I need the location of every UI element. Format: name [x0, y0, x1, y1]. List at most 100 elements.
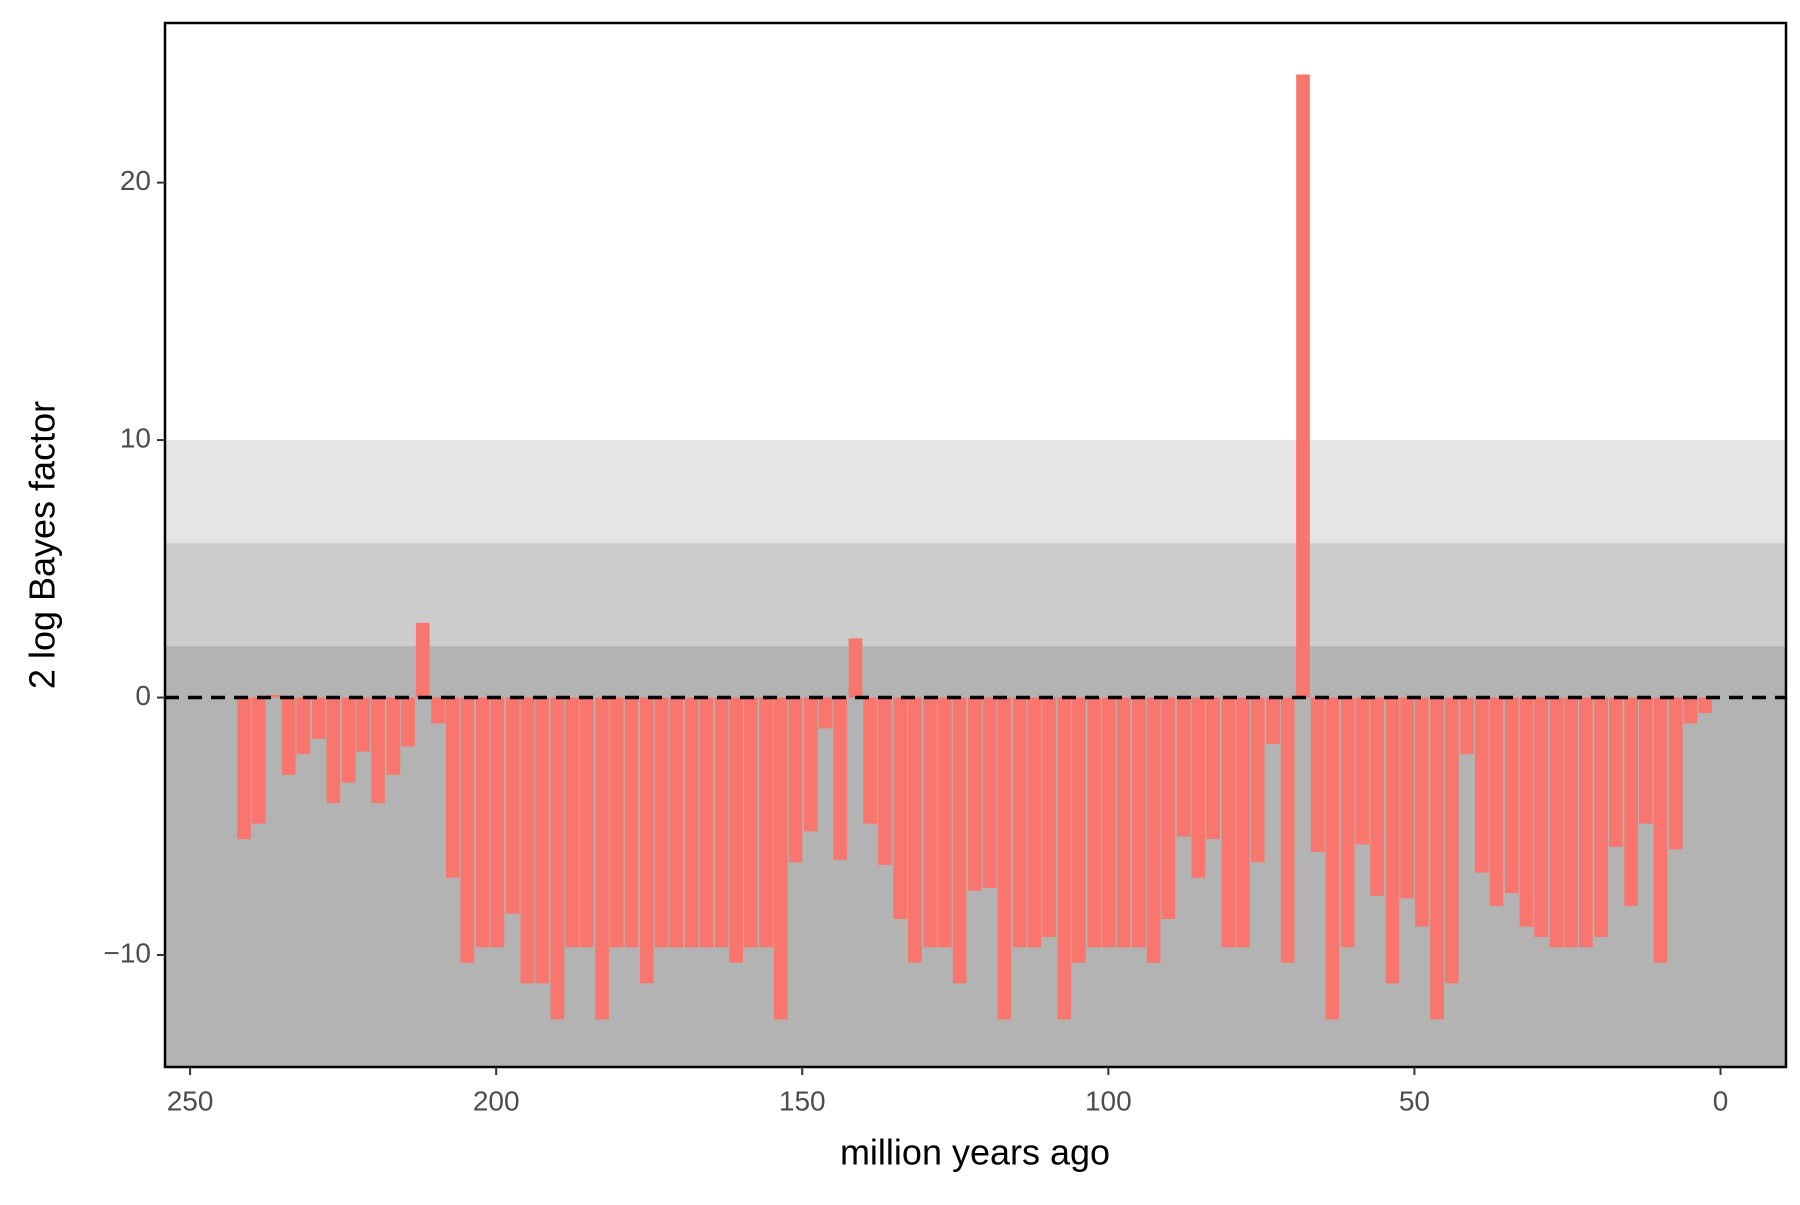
bar — [401, 697, 415, 747]
bar — [296, 697, 311, 755]
bar — [1325, 697, 1340, 1020]
plot-frame — [163, 21, 1788, 1069]
x-tick-label: 100 — [1085, 1085, 1132, 1116]
bar — [1236, 697, 1250, 948]
bar — [415, 622, 430, 698]
bar — [1564, 697, 1578, 948]
bar — [1653, 697, 1668, 963]
bar — [460, 697, 475, 963]
bar — [609, 697, 624, 948]
bar — [311, 697, 326, 739]
bar — [1296, 74, 1310, 698]
bar — [1266, 697, 1280, 744]
bar — [1638, 697, 1653, 824]
bar — [1161, 697, 1176, 919]
bar — [1191, 697, 1206, 878]
bar — [654, 697, 669, 948]
bar — [1549, 697, 1564, 948]
bar — [1400, 697, 1414, 899]
y-tick-label: 0 — [135, 680, 151, 711]
bar — [1221, 697, 1236, 948]
bar — [550, 697, 565, 1020]
bar — [1340, 697, 1355, 948]
bar — [788, 697, 803, 863]
bar — [535, 697, 549, 984]
bar — [1280, 697, 1295, 963]
bar — [1012, 697, 1027, 948]
bar — [520, 697, 535, 984]
bar — [371, 697, 385, 804]
bar — [1698, 697, 1713, 713]
bar — [774, 697, 788, 1020]
bar — [803, 697, 818, 832]
bar — [1414, 697, 1429, 927]
bar — [386, 697, 401, 775]
threshold-band — [165, 440, 1786, 544]
bar — [475, 697, 490, 948]
bar — [878, 697, 892, 865]
bar — [326, 697, 341, 804]
bar — [1027, 697, 1042, 948]
bar — [1385, 697, 1400, 984]
bar — [1430, 697, 1444, 1020]
bar — [1072, 697, 1086, 963]
bar — [595, 697, 609, 1020]
bar — [1668, 697, 1683, 850]
bar — [759, 697, 773, 948]
bar — [714, 697, 729, 948]
bar — [579, 697, 594, 948]
bar — [908, 697, 922, 963]
y-tick-label: 20 — [120, 165, 151, 196]
bar — [1116, 697, 1131, 948]
threshold-band — [165, 543, 1786, 647]
bar — [1519, 697, 1534, 927]
bar — [893, 697, 908, 919]
x-axis-title: million years ago — [840, 1132, 1110, 1173]
bar — [341, 697, 356, 783]
bar — [505, 697, 520, 914]
bar — [684, 697, 699, 948]
bar — [1057, 697, 1072, 1020]
x-tick-label: 250 — [167, 1085, 214, 1116]
bar — [699, 697, 713, 948]
bar — [848, 638, 863, 698]
y-axis-title: 2 log Bayes factor — [22, 401, 63, 689]
bar — [1594, 697, 1608, 937]
bar — [565, 697, 579, 948]
bar — [1460, 697, 1474, 755]
bar — [624, 697, 639, 948]
bar — [1534, 697, 1548, 937]
bar — [923, 697, 938, 948]
bar — [639, 697, 654, 984]
bar — [1102, 697, 1116, 948]
bar — [1087, 697, 1102, 948]
bar — [833, 697, 848, 860]
bar — [952, 697, 967, 984]
bar — [1206, 697, 1220, 840]
bar — [669, 697, 683, 948]
y-tick-label: 10 — [120, 422, 151, 453]
x-tick-label: 150 — [779, 1085, 826, 1116]
bar — [237, 697, 251, 840]
bar — [818, 697, 833, 729]
bar — [1355, 697, 1370, 845]
bar — [1042, 697, 1056, 937]
bar — [251, 697, 266, 824]
bar — [982, 697, 997, 889]
bar — [744, 697, 758, 948]
bar — [1370, 697, 1384, 896]
y-tick-label: −10 — [104, 937, 152, 968]
bar — [1504, 697, 1519, 894]
bar — [267, 694, 281, 698]
bar — [1624, 697, 1638, 907]
bar — [1474, 697, 1489, 873]
bar — [431, 697, 445, 724]
bar — [281, 697, 296, 775]
bar — [1444, 697, 1459, 984]
x-tick-label: 0 — [1713, 1085, 1729, 1116]
bar — [1250, 697, 1265, 863]
bar — [1176, 697, 1191, 837]
bar — [1146, 697, 1161, 963]
